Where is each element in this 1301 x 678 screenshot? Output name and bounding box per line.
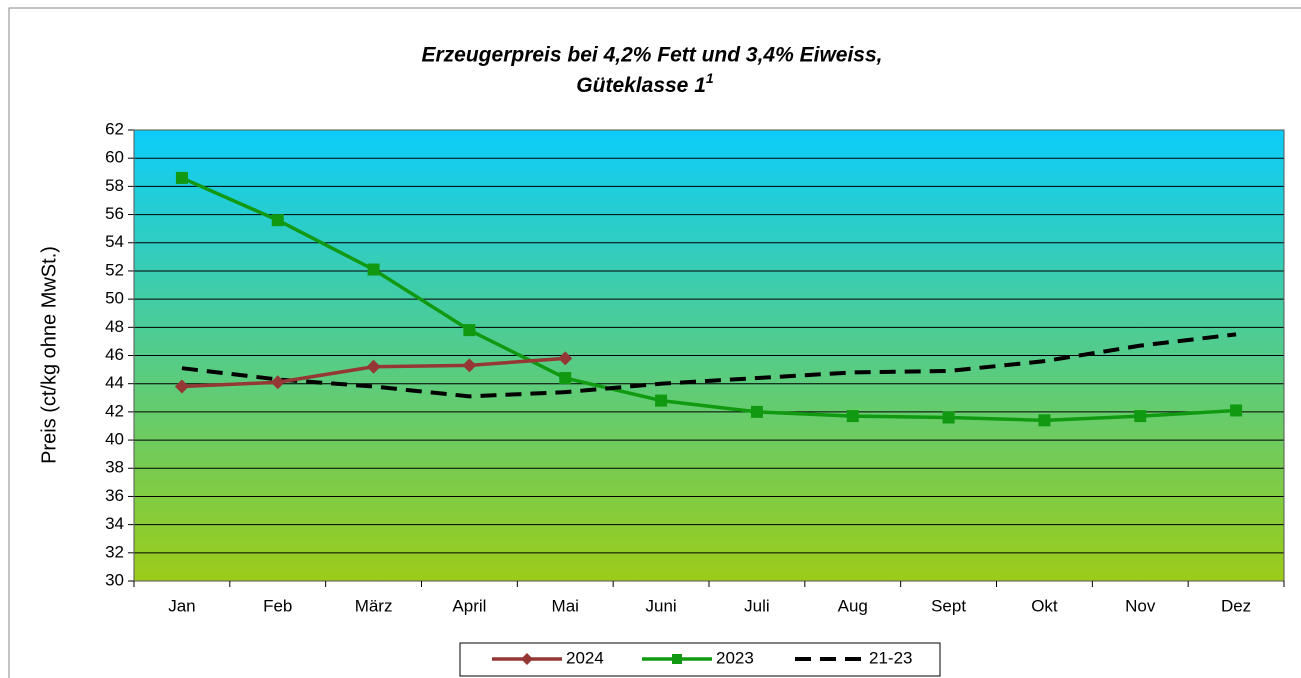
marker [558,351,573,366]
y-tick-label: 62 [105,119,124,138]
y-tick-label: 32 [105,542,124,561]
marker [942,411,955,424]
marker [655,394,668,407]
y-tick-label: 36 [105,486,124,505]
legend-label: 21-23 [869,648,912,667]
series-line [181,332,1237,399]
frame [8,7,1301,678]
legend-label: 2023 [716,648,754,667]
chart-title: Güteklasse 11 [576,70,714,97]
marker [462,358,477,373]
x-tick-label: Dez [1221,596,1251,615]
y-tick-label: 58 [105,176,124,195]
series-line [181,176,1237,423]
y-axis-label: Preis (ct/kg ohne MwSt.) [38,246,60,464]
marker [1134,410,1147,423]
marker [1230,404,1243,417]
y-tick-label: 56 [105,204,124,223]
legend-marker [672,654,682,664]
marker [270,375,285,390]
y-tick-label: 52 [105,260,124,279]
marker [1038,414,1051,427]
x-tick-label: Juni [645,596,676,615]
y-tick-label: 46 [105,345,124,364]
x-tick-label: März [355,596,393,615]
y-tick-label: 44 [105,373,124,392]
y-tick-label: 48 [105,317,124,336]
marker [846,410,859,423]
marker [174,379,189,394]
x-tick-label: Juli [744,596,770,615]
chart-title: Erzeugerpreis bei 4,2% Fett und 3,4% Eiw… [422,44,883,67]
x-tick-label: April [452,596,486,615]
legend-label: 2024 [566,648,604,667]
y-tick-label: 38 [105,458,124,477]
y-tick-label: 30 [105,570,124,589]
legend-marker [521,653,533,665]
x-tick-label: Sept [931,596,966,615]
y-tick-label: 40 [105,430,124,449]
x-tick-label: Mai [552,596,579,615]
marker [750,405,763,418]
y-tick-label: 60 [105,148,124,167]
marker [175,171,188,184]
marker [463,324,476,337]
y-tick-label: 42 [105,401,124,420]
x-tick-label: Okt [1031,596,1058,615]
marker [559,372,572,385]
marker [366,359,381,374]
x-tick-label: Aug [838,596,868,615]
y-tick-label: 34 [105,514,124,533]
marker [367,263,380,276]
y-tick-label: 50 [105,289,124,308]
x-tick-label: Nov [1125,596,1156,615]
marker [271,214,284,227]
x-tick-label: Jan [168,596,195,615]
superscript: 1 [706,70,714,86]
y-tick-label: 54 [105,232,124,251]
x-tick-label: Feb [263,596,292,615]
chart-title-line: Güteklasse 1 [576,74,706,97]
